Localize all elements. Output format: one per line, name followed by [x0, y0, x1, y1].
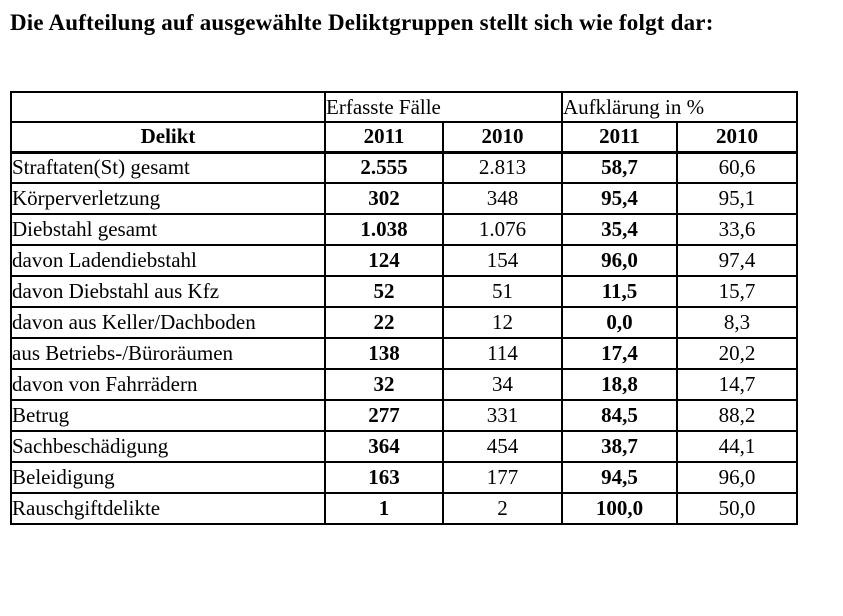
cell-faelle-2010: 348: [442, 182, 563, 215]
page-title: Die Aufteilung auf ausgewählte Deliktgru…: [10, 10, 714, 35]
cell-aufklaerung-2010: 15,7: [676, 275, 798, 308]
cell-faelle-2011: 1.038: [324, 213, 444, 246]
cell-aufklaerung-2011: 100,0: [561, 492, 678, 525]
table-row: Sachbeschädigung 364 454 38,7 44,1: [10, 430, 798, 463]
cell-aufklaerung-2011: 18,8: [561, 368, 678, 401]
cell-aufklaerung-2011: 35,4: [561, 213, 678, 246]
cell-delikt: Diebstahl gesamt: [10, 213, 326, 246]
cell-faelle-2010: 1.076: [442, 213, 563, 246]
cell-aufklaerung-2010: 20,2: [676, 337, 798, 370]
cell-aufklaerung-2010: 88,2: [676, 399, 798, 432]
column-header-faelle-2011: 2011: [324, 121, 444, 154]
cell-aufklaerung-2010: 44,1: [676, 430, 798, 463]
cell-delikt: Rauschgiftdelikte: [10, 492, 326, 525]
cell-aufklaerung-2010: 50,0: [676, 492, 798, 525]
table-row: davon Ladendiebstahl 124 154 96,0 97,4: [10, 244, 798, 277]
cell-aufklaerung-2010: 97,4: [676, 244, 798, 277]
cell-delikt: Beleidigung: [10, 461, 326, 494]
cell-delikt: davon aus Keller/Dachboden: [10, 306, 326, 339]
group-header-aufklaerung: Aufklärung in %: [561, 91, 798, 123]
cell-aufklaerung-2011: 95,4: [561, 182, 678, 215]
cell-faelle-2010: 331: [442, 399, 563, 432]
cell-aufklaerung-2011: 58,7: [561, 151, 678, 184]
cell-faelle-2011: 52: [324, 275, 444, 308]
cell-delikt: davon Ladendiebstahl: [10, 244, 326, 277]
cell-faelle-2011: 2.555: [324, 151, 444, 184]
cell-aufklaerung-2010: 60,6: [676, 151, 798, 184]
table-body: Straftaten(St) gesamt 2.555 2.813 58,7 6…: [10, 151, 798, 525]
cell-faelle-2011: 364: [324, 430, 444, 463]
cell-aufklaerung-2010: 96,0: [676, 461, 798, 494]
table-row: Diebstahl gesamt 1.038 1.076 35,4 33,6: [10, 213, 798, 246]
column-header-row: Delikt 2011 2010 2011 2010: [10, 121, 798, 154]
cell-aufklaerung-2010: 14,7: [676, 368, 798, 401]
cell-faelle-2011: 124: [324, 244, 444, 277]
cell-faelle-2010: 51: [442, 275, 563, 308]
group-header-row: Erfasste Fälle Aufklärung in %: [10, 91, 798, 123]
cell-delikt: Straftaten(St) gesamt: [10, 151, 326, 184]
cell-faelle-2010: 177: [442, 461, 563, 494]
cell-faelle-2011: 32: [324, 368, 444, 401]
table-row: davon aus Keller/Dachboden 22 12 0,0 8,3: [10, 306, 798, 339]
table-row: davon von Fahrrädern 32 34 18,8 14,7: [10, 368, 798, 401]
table-row: davon Diebstahl aus Kfz 52 51 11,5 15,7: [10, 275, 798, 308]
cell-aufklaerung-2011: 0,0: [561, 306, 678, 339]
cell-faelle-2011: 22: [324, 306, 444, 339]
table-row: aus Betriebs-/Büroräumen 138 114 17,4 20…: [10, 337, 798, 370]
cell-faelle-2011: 138: [324, 337, 444, 370]
cell-delikt: Betrug: [10, 399, 326, 432]
cell-faelle-2010: 454: [442, 430, 563, 463]
cell-aufklaerung-2011: 11,5: [561, 275, 678, 308]
column-header-aufklaerung-2011: 2011: [561, 121, 678, 154]
table-row: Rauschgiftdelikte 1 2 100,0 50,0: [10, 492, 798, 525]
cell-delikt: davon von Fahrrädern: [10, 368, 326, 401]
cell-aufklaerung-2011: 38,7: [561, 430, 678, 463]
cell-faelle-2011: 302: [324, 182, 444, 215]
table-row: Betrug 277 331 84,5 88,2: [10, 399, 798, 432]
cell-faelle-2010: 154: [442, 244, 563, 277]
cell-delikt: Sachbeschädigung: [10, 430, 326, 463]
group-header-empty: [10, 91, 326, 123]
cell-delikt: Körperverletzung: [10, 182, 326, 215]
cell-aufklaerung-2010: 8,3: [676, 306, 798, 339]
cell-faelle-2011: 1: [324, 492, 444, 525]
cell-faelle-2010: 2: [442, 492, 563, 525]
cell-faelle-2010: 34: [442, 368, 563, 401]
column-header-aufklaerung-2010: 2010: [676, 121, 798, 154]
table-row: Beleidigung 163 177 94,5 96,0: [10, 461, 798, 494]
cell-faelle-2011: 277: [324, 399, 444, 432]
cell-aufklaerung-2011: 84,5: [561, 399, 678, 432]
cell-aufklaerung-2011: 17,4: [561, 337, 678, 370]
cell-faelle-2010: 114: [442, 337, 563, 370]
cell-aufklaerung-2010: 33,6: [676, 213, 798, 246]
column-header-delikt: Delikt: [10, 121, 326, 154]
table-row: Straftaten(St) gesamt 2.555 2.813 58,7 6…: [10, 151, 798, 184]
cell-delikt: davon Diebstahl aus Kfz: [10, 275, 326, 308]
cell-delikt: aus Betriebs-/Büroräumen: [10, 337, 326, 370]
cell-faelle-2010: 2.813: [442, 151, 563, 184]
delikt-statistics-table: Erfasste Fälle Aufklärung in % Delikt 20…: [10, 91, 798, 525]
cell-faelle-2010: 12: [442, 306, 563, 339]
cell-faelle-2011: 163: [324, 461, 444, 494]
cell-aufklaerung-2011: 94,5: [561, 461, 678, 494]
cell-aufklaerung-2011: 96,0: [561, 244, 678, 277]
table-row: Körperverletzung 302 348 95,4 95,1: [10, 182, 798, 215]
group-header-erfasste-faelle: Erfasste Fälle: [324, 91, 563, 123]
cell-aufklaerung-2010: 95,1: [676, 182, 798, 215]
column-header-faelle-2010: 2010: [442, 121, 563, 154]
